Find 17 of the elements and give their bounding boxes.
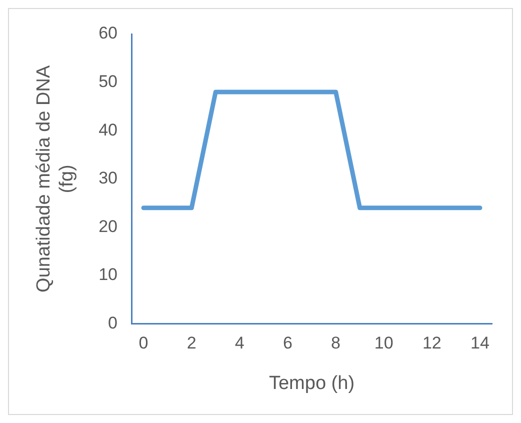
y-tick-label: 20 — [98, 216, 118, 236]
y-axis-title: Qunatidade média de DNA (fg) — [34, 65, 78, 292]
y-tick-label: 50 — [98, 72, 118, 91]
x-axis-title: Tempo (h) — [268, 372, 355, 394]
y-tick-label: 60 — [98, 24, 118, 43]
y-tick-label: 0 — [108, 313, 118, 332]
y-tick-label: 40 — [98, 120, 118, 140]
x-tick-label: 2 — [186, 334, 196, 353]
x-tick-label: 4 — [234, 334, 244, 353]
x-tick-label: 6 — [282, 334, 292, 353]
x-tick-label: 8 — [331, 334, 341, 353]
x-tick-label: 10 — [374, 334, 394, 353]
x-tick-label: 14 — [470, 334, 490, 353]
y-tick-label: 10 — [98, 265, 118, 284]
x-tick-label: 12 — [422, 334, 442, 353]
x-tick-label: 0 — [138, 334, 148, 353]
y-tick-label: 30 — [98, 168, 118, 188]
